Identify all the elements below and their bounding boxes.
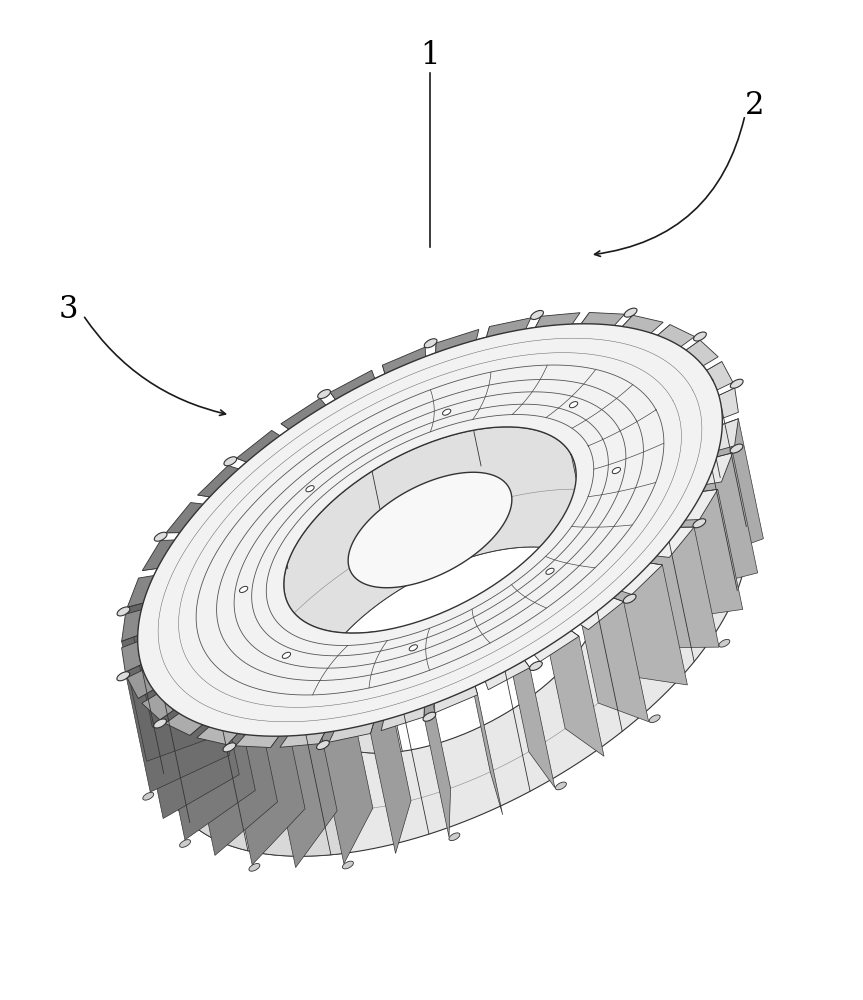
Ellipse shape bbox=[730, 444, 743, 453]
Polygon shape bbox=[236, 430, 313, 477]
Polygon shape bbox=[280, 688, 348, 747]
Polygon shape bbox=[473, 632, 530, 690]
Polygon shape bbox=[331, 370, 387, 428]
Ellipse shape bbox=[443, 409, 450, 415]
Ellipse shape bbox=[224, 457, 236, 466]
Ellipse shape bbox=[117, 672, 129, 681]
Polygon shape bbox=[607, 527, 694, 557]
Polygon shape bbox=[142, 538, 230, 571]
Polygon shape bbox=[125, 635, 230, 792]
Polygon shape bbox=[281, 398, 349, 451]
Polygon shape bbox=[643, 489, 743, 620]
Polygon shape bbox=[128, 587, 231, 727]
Polygon shape bbox=[138, 324, 722, 736]
Polygon shape bbox=[137, 324, 738, 856]
Polygon shape bbox=[284, 427, 596, 753]
Polygon shape bbox=[329, 680, 386, 742]
Polygon shape bbox=[646, 453, 733, 494]
Ellipse shape bbox=[546, 568, 554, 574]
Ellipse shape bbox=[240, 586, 248, 592]
Polygon shape bbox=[122, 612, 227, 761]
Ellipse shape bbox=[693, 519, 706, 528]
Polygon shape bbox=[465, 652, 502, 815]
Text: 2: 2 bbox=[746, 90, 765, 120]
Polygon shape bbox=[162, 444, 747, 856]
Polygon shape bbox=[382, 347, 426, 408]
Polygon shape bbox=[630, 340, 718, 402]
Polygon shape bbox=[646, 361, 733, 421]
Ellipse shape bbox=[223, 743, 236, 752]
Ellipse shape bbox=[425, 339, 437, 348]
Polygon shape bbox=[128, 566, 215, 607]
Polygon shape bbox=[271, 691, 337, 868]
Polygon shape bbox=[655, 388, 739, 443]
Polygon shape bbox=[198, 466, 280, 504]
Ellipse shape bbox=[530, 661, 542, 670]
Polygon shape bbox=[127, 639, 214, 699]
Polygon shape bbox=[433, 652, 477, 713]
Polygon shape bbox=[602, 556, 688, 685]
Polygon shape bbox=[608, 325, 695, 387]
Ellipse shape bbox=[154, 719, 167, 728]
Polygon shape bbox=[370, 680, 411, 853]
Ellipse shape bbox=[449, 833, 460, 841]
Ellipse shape bbox=[282, 652, 291, 658]
Polygon shape bbox=[504, 632, 555, 788]
Ellipse shape bbox=[306, 486, 314, 492]
Ellipse shape bbox=[694, 332, 706, 341]
Ellipse shape bbox=[409, 645, 418, 651]
Polygon shape bbox=[236, 690, 312, 748]
Polygon shape bbox=[166, 503, 253, 533]
Polygon shape bbox=[434, 329, 479, 392]
Polygon shape bbox=[348, 472, 512, 588]
Ellipse shape bbox=[318, 390, 331, 399]
Ellipse shape bbox=[623, 594, 636, 603]
Ellipse shape bbox=[730, 379, 743, 388]
Polygon shape bbox=[138, 655, 239, 819]
Polygon shape bbox=[122, 592, 205, 641]
Polygon shape bbox=[142, 658, 230, 720]
Ellipse shape bbox=[154, 532, 167, 541]
Polygon shape bbox=[547, 583, 624, 630]
Ellipse shape bbox=[343, 861, 354, 869]
Polygon shape bbox=[548, 312, 625, 370]
Polygon shape bbox=[658, 419, 764, 568]
Polygon shape bbox=[511, 609, 579, 662]
Polygon shape bbox=[319, 688, 373, 864]
Polygon shape bbox=[579, 556, 663, 594]
Ellipse shape bbox=[649, 715, 660, 723]
Ellipse shape bbox=[570, 402, 577, 408]
Polygon shape bbox=[625, 527, 719, 648]
Polygon shape bbox=[190, 682, 278, 855]
Polygon shape bbox=[166, 673, 253, 735]
Text: 3: 3 bbox=[58, 294, 78, 326]
Polygon shape bbox=[160, 670, 255, 840]
Polygon shape bbox=[197, 684, 280, 745]
Ellipse shape bbox=[624, 308, 637, 317]
Ellipse shape bbox=[423, 712, 436, 721]
Polygon shape bbox=[474, 318, 531, 380]
Polygon shape bbox=[629, 489, 718, 522]
Ellipse shape bbox=[117, 607, 129, 616]
Ellipse shape bbox=[249, 863, 260, 871]
Ellipse shape bbox=[719, 639, 730, 647]
Ellipse shape bbox=[317, 741, 330, 750]
Polygon shape bbox=[424, 668, 450, 837]
Ellipse shape bbox=[531, 310, 544, 319]
Ellipse shape bbox=[180, 840, 191, 847]
Polygon shape bbox=[580, 315, 663, 376]
Polygon shape bbox=[227, 689, 305, 865]
Polygon shape bbox=[122, 617, 205, 672]
Text: 1: 1 bbox=[420, 39, 440, 70]
Ellipse shape bbox=[556, 782, 566, 790]
Polygon shape bbox=[573, 583, 649, 722]
Ellipse shape bbox=[612, 468, 620, 474]
Polygon shape bbox=[512, 313, 580, 372]
Polygon shape bbox=[381, 668, 425, 731]
Polygon shape bbox=[654, 453, 758, 593]
Polygon shape bbox=[655, 419, 739, 468]
Polygon shape bbox=[540, 609, 604, 756]
Ellipse shape bbox=[142, 792, 154, 800]
